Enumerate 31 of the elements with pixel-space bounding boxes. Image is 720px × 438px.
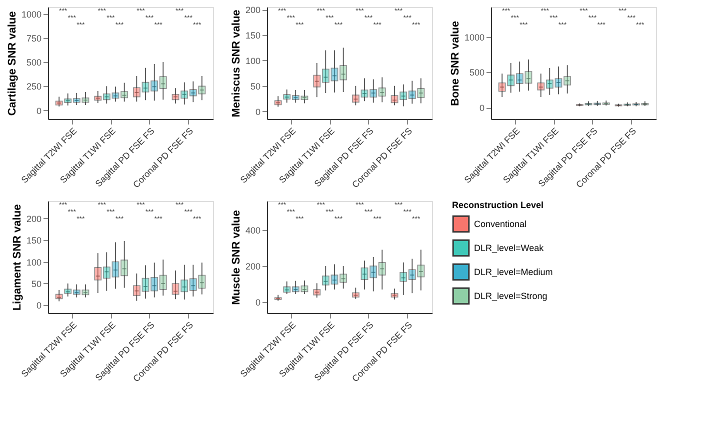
y-tick-label: 50 (250, 81, 260, 92)
y-axis-title: Muscle SNR value (230, 210, 242, 305)
y-tick-label: 500 (26, 58, 42, 68)
y-tick-label: 0 (36, 106, 42, 116)
y-tick-label: 150 (245, 30, 260, 40)
y-tick-label: 150 (26, 236, 42, 246)
legend-label: DLR_level=Medium (474, 267, 553, 277)
y-tick-label: 750 (26, 33, 42, 44)
y-tick-label: 500 (469, 68, 484, 78)
y-tick-label: 1000 (21, 9, 42, 20)
y-tick-label: 400 (245, 225, 260, 236)
y-tick-label: 100 (245, 56, 260, 66)
legend-title: Reconstruction Level (452, 200, 544, 210)
y-tick-label: 250 (26, 82, 42, 92)
y-tick-label: 50 (31, 278, 42, 289)
y-tick-label: 1000 (464, 32, 484, 42)
y-tick-label: 100 (26, 257, 42, 268)
legend-label: DLR_level=Weak (474, 243, 544, 253)
y-tick-label: 0 (255, 298, 260, 308)
y-tick-label: 200 (245, 262, 260, 272)
y-tick-label: 200 (245, 5, 260, 16)
y-tick-label: 0 (479, 103, 484, 114)
y-tick-label: 200 (26, 214, 42, 224)
legend-label: Conventional (474, 219, 527, 229)
y-axis-title: Meniscus SNR value (230, 10, 242, 118)
y-axis-title: Ligament SNR value (11, 204, 24, 311)
y-axis-title: Bone SNR value (449, 21, 462, 106)
y-axis-title: Cartilage SNR value (6, 11, 18, 116)
y-tick-label: 0 (255, 106, 260, 117)
legend-label: DLR_level=Strong (474, 291, 548, 301)
y-tick-label: 0 (36, 300, 42, 311)
